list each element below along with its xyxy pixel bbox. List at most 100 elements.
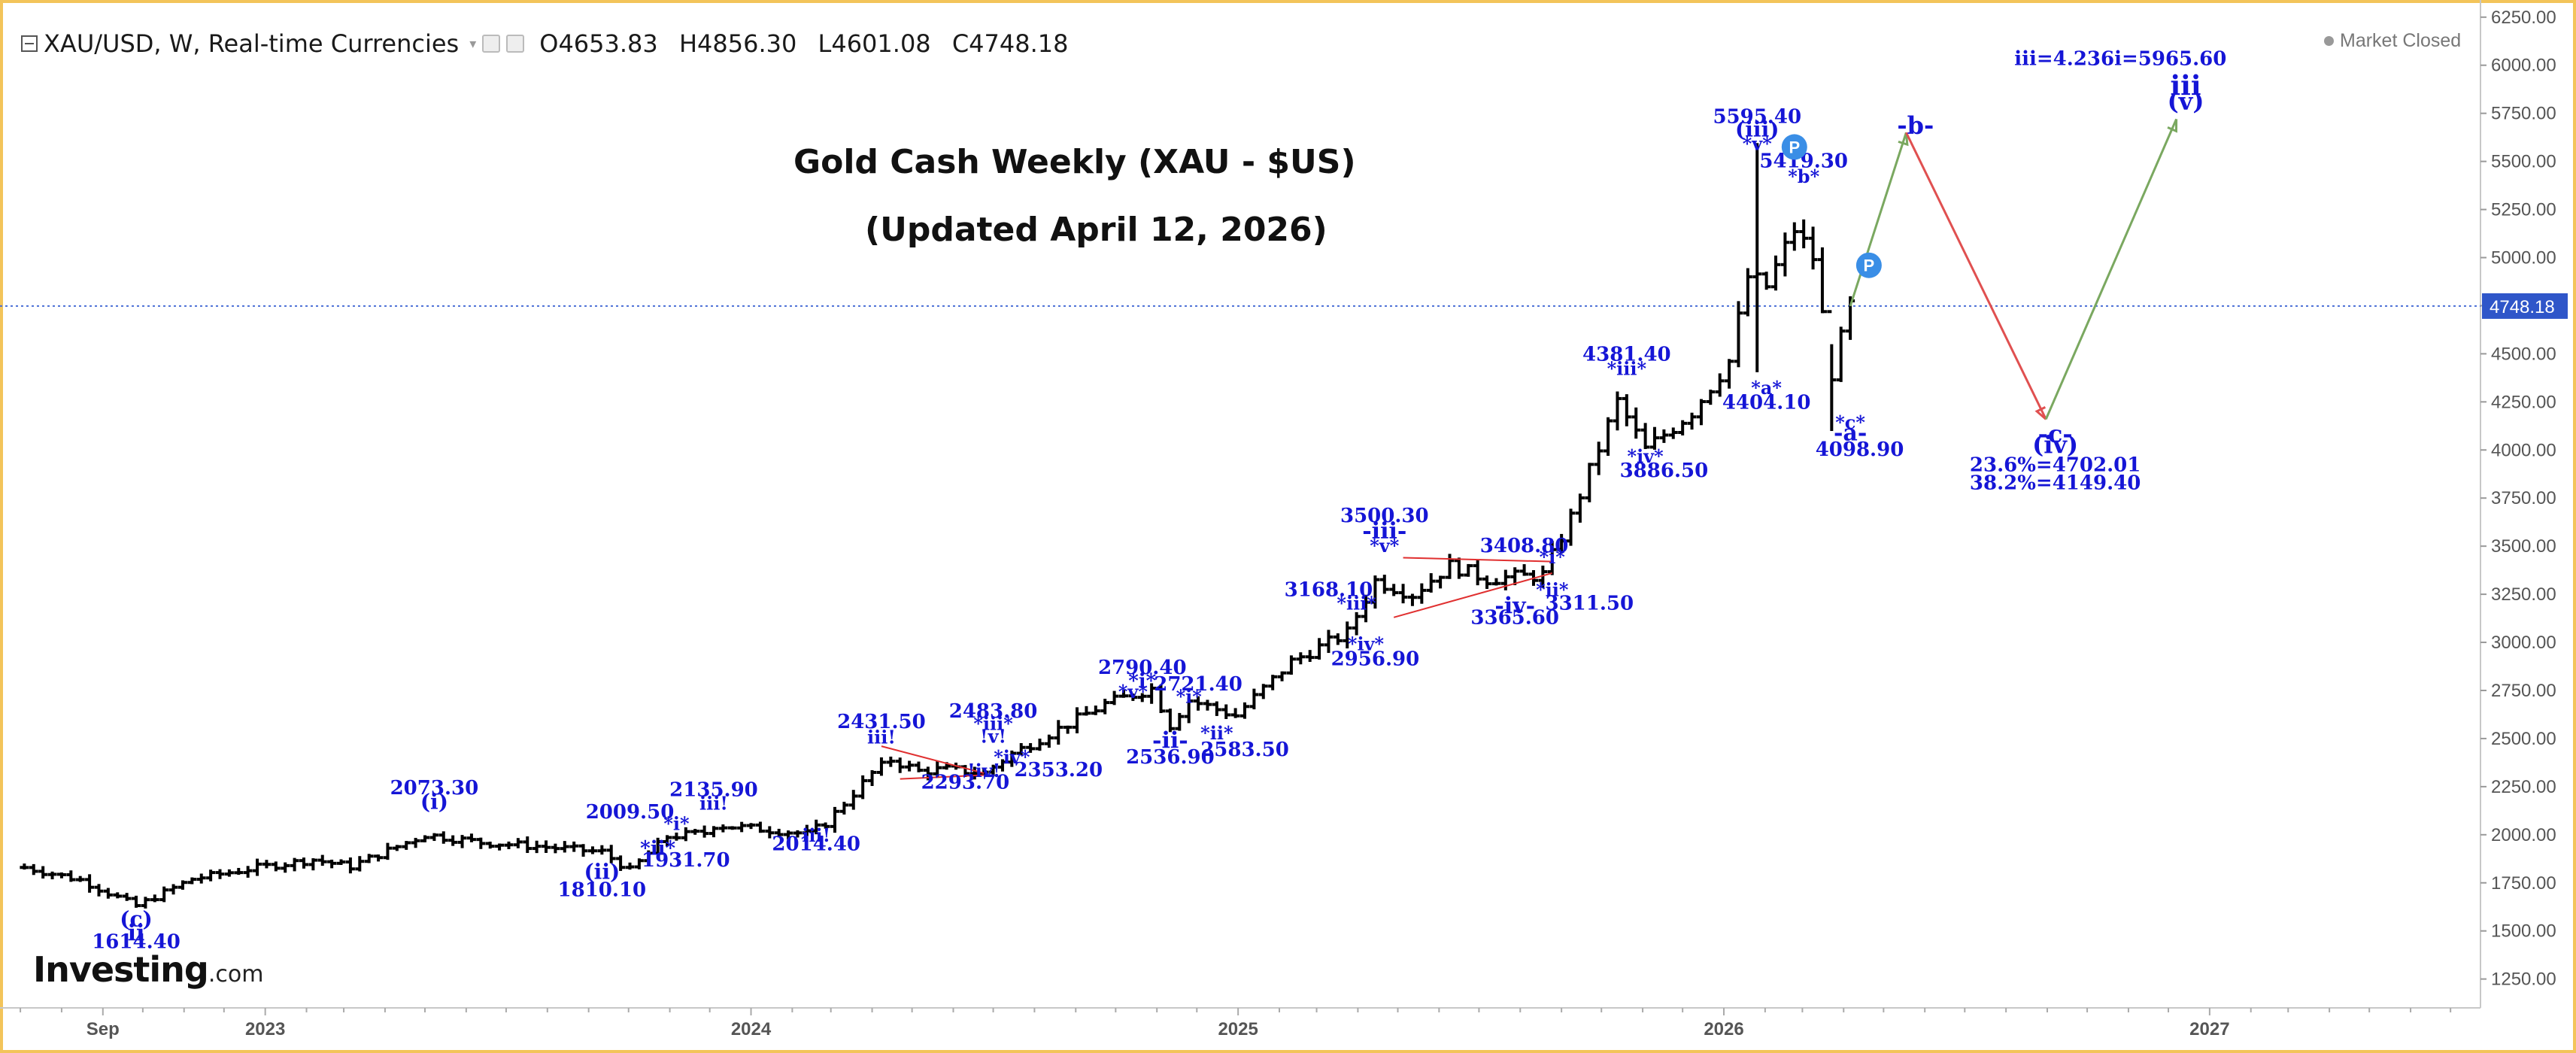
wave-annotation: 2583.50 <box>1200 739 1289 761</box>
wave-annotations: 2073.30(i) 2009.502135.90*i*iii!*ii*1931.… <box>92 48 2226 954</box>
wave-annotation: 3408.80 <box>1480 535 1569 557</box>
market-status: Market Closed <box>2324 30 2461 52</box>
wave-annotation: 2956.90 <box>1331 648 1420 671</box>
wave-annotation: iii! <box>802 824 830 846</box>
price-tick-label: 6000.00 <box>2491 56 2556 76</box>
wave-annotation: 2014.40 <box>772 833 860 855</box>
wave-annotation: 3365.60 <box>1470 607 1559 630</box>
current-price-badge <box>2482 293 2568 319</box>
wave-annotation: 2353.20 <box>1014 759 1103 781</box>
chart-subtitle: (Updated April 12, 2026) <box>865 211 1327 249</box>
wave-annotation: *iv* <box>1348 633 1385 654</box>
wave-annotation: 4098.90 <box>1816 438 1904 461</box>
wave-annotation: (ii) <box>584 860 620 885</box>
wave-annotation: -a- <box>1834 420 1867 446</box>
wave-annotation: *c* <box>1835 411 1865 433</box>
wave-annotation: 1614.40 <box>92 931 181 954</box>
wave-annotation: 2721.40 <box>1154 673 1242 696</box>
collapse-legend-icon[interactable] <box>21 35 38 52</box>
wave-annotation: iii! <box>699 793 728 815</box>
wave-annotation: *v* <box>1370 535 1399 557</box>
low-label: L <box>818 29 832 58</box>
chevron-down-icon[interactable]: ▾ <box>469 35 477 52</box>
wave-annotation: *iii* <box>973 712 1013 734</box>
wave-annotation: *v* <box>1743 132 1772 154</box>
settings-icon[interactable] <box>506 35 525 53</box>
wave-annotation: *v* <box>1118 681 1148 703</box>
wave-annotation: 2536.90 <box>1126 746 1215 769</box>
wave-annotation: 2431.50 <box>837 711 926 733</box>
wave-annotation: !iv! <box>967 760 1000 781</box>
wave-annotation: 2293.70 <box>921 771 1010 794</box>
chart-header: XAU/USD, W, Real-time Currencies ▾ O4653… <box>21 27 1069 60</box>
price-tick-label: 3500.00 <box>2491 536 2556 557</box>
projection-line <box>1905 132 2047 420</box>
price-tick-label: 4250.00 <box>2491 392 2556 412</box>
visibility-toggle-icon[interactable] <box>482 35 501 53</box>
investing-logo: Investing.com <box>33 949 263 990</box>
high-value: 4856.30 <box>697 29 797 58</box>
wave-annotation: 3886.50 <box>1620 460 1709 482</box>
open-label: O <box>539 29 559 58</box>
wave-annotation: *a* <box>1751 377 1782 399</box>
trendline <box>1393 572 1553 618</box>
price-tick-label: 2500.00 <box>2491 729 2556 749</box>
price-tick-label: 3250.00 <box>2491 584 2556 605</box>
price-tick-label: 2000.00 <box>2491 825 2556 845</box>
trendline <box>900 774 985 780</box>
price-tick-label: 5500.00 <box>2491 152 2556 172</box>
price-tick-label: 1750.00 <box>2491 873 2556 894</box>
wave-annotation: 1931.70 <box>642 849 730 872</box>
wave-annotation: 2073.30 <box>390 777 479 800</box>
price-tick-label: 3000.00 <box>2491 633 2556 653</box>
price-tick-label: 3750.00 <box>2491 488 2556 508</box>
close-value: 4748.18 <box>969 29 1069 58</box>
wave-annotation: (iv) <box>2032 430 2078 459</box>
wave-annotation: 3500.30 <box>1340 505 1429 527</box>
wave-annotation: 4404.10 <box>1722 391 1811 414</box>
wave-annotation: iii <box>2171 70 2201 102</box>
price-tick-label: 2750.00 <box>2491 681 2556 701</box>
current-price-label: 4748.18 <box>2490 297 2555 317</box>
wave-annotation: 2790.40 <box>1098 657 1187 679</box>
wave-annotation: *iii* <box>1607 358 1647 380</box>
wave-annotation: iii! <box>867 726 896 748</box>
projection-arrowhead <box>1898 132 1909 147</box>
position-marker-icon <box>1781 134 1807 160</box>
position-marker-label: P <box>1789 138 1800 156</box>
wave-annotation: 5595.40 <box>1713 105 1801 128</box>
price-tick-label: 4500.00 <box>2491 344 2556 364</box>
projection-arrowhead <box>2167 119 2178 133</box>
wave-annotation: -c- <box>2038 420 2073 448</box>
candles <box>20 143 1855 909</box>
time-tick-label: 2027 <box>2189 1019 2229 1039</box>
close-label: C <box>951 29 969 58</box>
wave-annotation: -ii- <box>1152 728 1188 754</box>
time-tick-label: Sep <box>86 1019 120 1039</box>
wave-annotation: ii <box>128 920 145 946</box>
wave-annotation: *i* <box>663 812 690 834</box>
wave-annotation: *i* <box>1540 546 1566 568</box>
wave-annotation: *ii* <box>640 838 675 860</box>
wave-annotation: 3168.10 <box>1285 579 1373 602</box>
wave-annotation: iii=4.236i=5965.60 <box>2014 48 2226 71</box>
wave-annotation: (i) <box>420 789 448 814</box>
price-tick-label: 5250.00 <box>2491 200 2556 220</box>
wave-annotation: !v! <box>980 726 1006 748</box>
time-tick-label: 2025 <box>1218 1019 1258 1039</box>
wave-annotation: *i* <box>1128 670 1156 693</box>
chart-title: Gold Cash Weekly (XAU - $US) <box>793 143 1356 181</box>
trendline <box>881 745 985 774</box>
position-marker-label: P <box>1864 256 1875 275</box>
wave-annotation: 23.6%=4702.01 <box>1970 454 2141 476</box>
time-tick-label: 2026 <box>1704 1019 1743 1039</box>
position-marker-icon <box>1855 252 1882 278</box>
wave-annotation: (v) <box>2168 87 2204 116</box>
symbol-label: XAU/USD, W, Real-time Currencies <box>44 29 460 58</box>
wave-annotation: (iii) <box>1735 117 1779 141</box>
price-tick-label: 1500.00 <box>2491 921 2556 942</box>
logo-brand: Investing <box>33 949 209 990</box>
projection-arrowhead <box>2034 406 2047 420</box>
